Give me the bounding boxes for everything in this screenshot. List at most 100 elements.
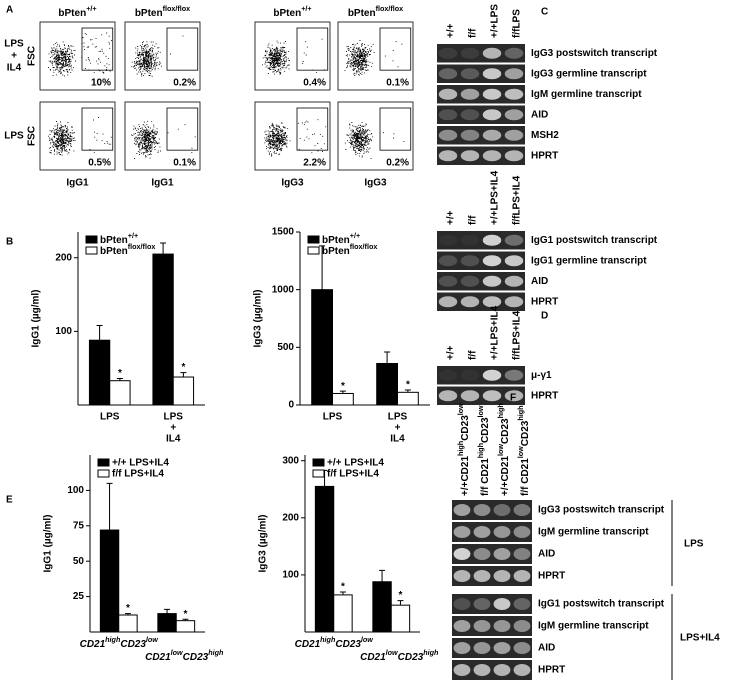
x-tick-label-part: high	[423, 648, 439, 657]
gel-band	[493, 598, 511, 610]
panel-label: E	[6, 495, 13, 506]
error-bar	[339, 390, 346, 394]
y-tick-label: 200	[55, 252, 72, 263]
y-axis-label: FSC	[27, 46, 38, 66]
gel-band	[493, 570, 511, 582]
dot-cloud	[131, 35, 184, 77]
gel-band	[504, 47, 524, 59]
gel-band	[482, 68, 502, 80]
lane-label: +/+LPS+IL4	[490, 305, 501, 360]
gel-band	[473, 526, 491, 538]
gel-band	[504, 109, 524, 121]
legend-label-part: bPten	[100, 246, 128, 257]
x-tick-label: +	[395, 423, 401, 434]
gel-band	[453, 598, 471, 610]
x-tick-label-part: CD23	[398, 652, 424, 663]
bar	[311, 289, 334, 406]
x-tick-label: CD21lowCD23high	[360, 648, 439, 663]
gel-band	[482, 47, 502, 59]
legend-label-part: +/+	[128, 231, 138, 240]
legend-swatch	[307, 246, 320, 255]
lane-label: f/f CD21lowCD23high	[516, 405, 531, 496]
gel-band	[513, 570, 531, 582]
gel-band	[493, 526, 511, 538]
lane-label: +/+	[446, 23, 457, 38]
y-tick-label: 0	[288, 400, 294, 411]
y-tick-label: 50	[73, 556, 85, 567]
x-tick-label: LPS	[323, 412, 343, 423]
x-axis-label: IgG1	[151, 178, 174, 189]
lane-label-part: f/f CD21	[520, 458, 531, 496]
gel-strip	[437, 292, 525, 311]
x-tick-label-part: CD23	[183, 652, 209, 663]
dot-cloud	[48, 32, 112, 77]
bar	[157, 613, 177, 633]
lane-label-part: high	[476, 443, 485, 458]
lane-label: +/+	[446, 345, 457, 360]
gel-strip	[437, 251, 525, 270]
bar	[314, 485, 335, 633]
gel-band	[493, 664, 511, 676]
legend-swatch	[97, 458, 110, 467]
panel-label: B	[6, 237, 13, 248]
gel-band	[460, 255, 480, 267]
y-axis-title: IgG1 (µg/ml)	[43, 515, 54, 573]
column-header-part: bPten	[348, 8, 376, 19]
error-bar	[319, 245, 326, 290]
band-label: IgG3 germline transcript	[531, 68, 647, 79]
gel-strip	[452, 638, 532, 658]
dot-cloud	[344, 121, 405, 159]
dot-cloud	[262, 38, 325, 75]
gate-percentage: 0.2%	[386, 158, 409, 169]
band-label: AID	[538, 549, 555, 560]
bar	[118, 614, 138, 633]
gel-strip	[437, 386, 525, 405]
gel-band	[460, 275, 480, 287]
gel-band	[482, 296, 502, 308]
gel-strip	[452, 616, 532, 636]
gel-band	[504, 234, 524, 246]
error-bar	[397, 600, 404, 606]
lane-label: f/f	[468, 28, 479, 38]
band-label: HPRT	[531, 150, 558, 161]
dot-cloud	[264, 119, 327, 157]
gel-band	[438, 47, 458, 59]
gel-band	[438, 150, 458, 162]
gel-band	[438, 109, 458, 121]
lane-label-part: CD23	[500, 418, 511, 444]
gel-strip	[452, 660, 532, 680]
lane-label-part: high	[456, 441, 465, 456]
band-label: HPRT	[538, 571, 565, 582]
gel-band	[453, 504, 471, 516]
gel-band	[460, 234, 480, 246]
row-label: LPS	[4, 39, 24, 50]
lane-label-part: f/f CD21	[480, 458, 491, 496]
bar	[390, 604, 411, 633]
bar	[99, 529, 120, 633]
legend-swatch	[85, 235, 98, 244]
x-axis-label: IgG3	[281, 178, 304, 189]
gel-band	[460, 296, 480, 308]
gel-band	[482, 109, 502, 121]
gel-band	[513, 664, 531, 676]
band-label: MSH2	[531, 130, 559, 141]
gel-band	[438, 129, 458, 141]
legend-label-part: flox/flox	[128, 242, 156, 251]
gel-strip	[437, 105, 525, 124]
lane-label-part: low	[456, 403, 465, 415]
band-label: IgM germline transcript	[538, 527, 649, 538]
plot-frame	[337, 21, 414, 91]
bar	[376, 362, 399, 406]
gate	[166, 107, 199, 151]
legend-label: bPten+/+	[322, 231, 360, 246]
x-tick-label: CD21highCD23low	[80, 635, 159, 650]
y-tick-label: 75	[73, 520, 85, 531]
band-label: IgM germline transcript	[538, 621, 649, 632]
x-axis-label: IgG3	[364, 178, 387, 189]
y-tick-label: 200	[282, 512, 299, 523]
band-label: IgG1 germline transcript	[531, 255, 647, 266]
significance-mark: *	[341, 381, 345, 392]
y-tick-label: 25	[73, 591, 85, 602]
lane-label-part: CD23	[460, 415, 471, 441]
column-header: bPtenflox/flox	[135, 4, 190, 19]
